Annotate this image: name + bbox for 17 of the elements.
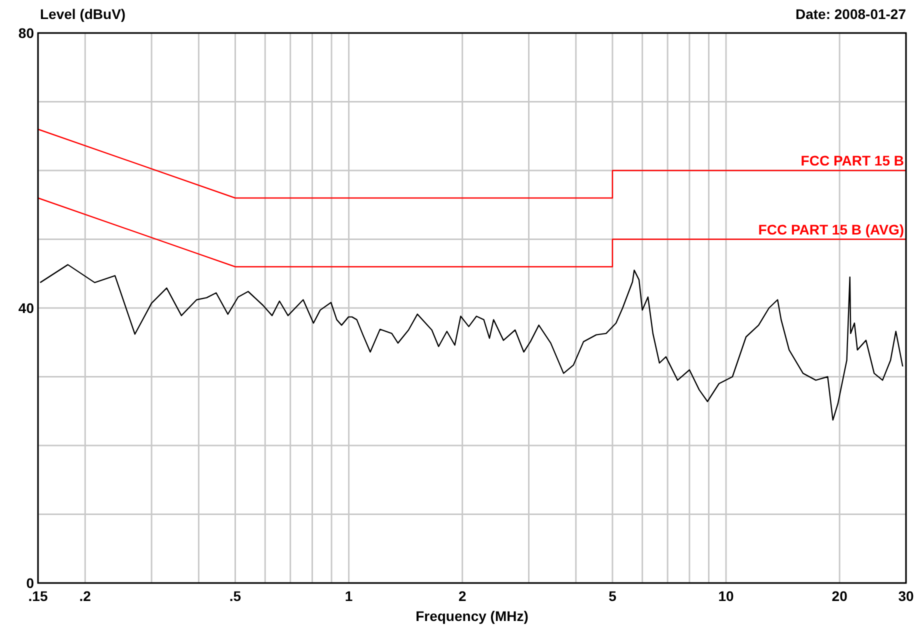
text: Date: 2008-01-27	[795, 6, 906, 22]
x-tick-label: 10	[718, 588, 734, 604]
x-axis-title: Frequency (MHz)	[416, 608, 528, 624]
x-tick-label: 20	[832, 588, 848, 604]
x-tick-label: 5	[608, 588, 617, 604]
series-label: FCC PART 15 B	[800, 152, 904, 168]
x-tick-label: 1	[344, 588, 353, 604]
x-tick-label: 30	[898, 588, 914, 604]
y-axis-title: Level (dBuV)	[40, 6, 126, 22]
series-label: FCC PART 15 B (AVG)	[758, 221, 904, 238]
x-tick-label: .2	[79, 588, 92, 604]
x-tick-label: 2	[458, 588, 466, 604]
y-tick-label: 0	[26, 574, 34, 591]
x-tick-label: .5	[229, 588, 242, 604]
y-tick-label: 80	[18, 24, 34, 41]
y-tick-label: 40	[18, 300, 34, 316]
x-tick-label: .15	[28, 588, 48, 604]
